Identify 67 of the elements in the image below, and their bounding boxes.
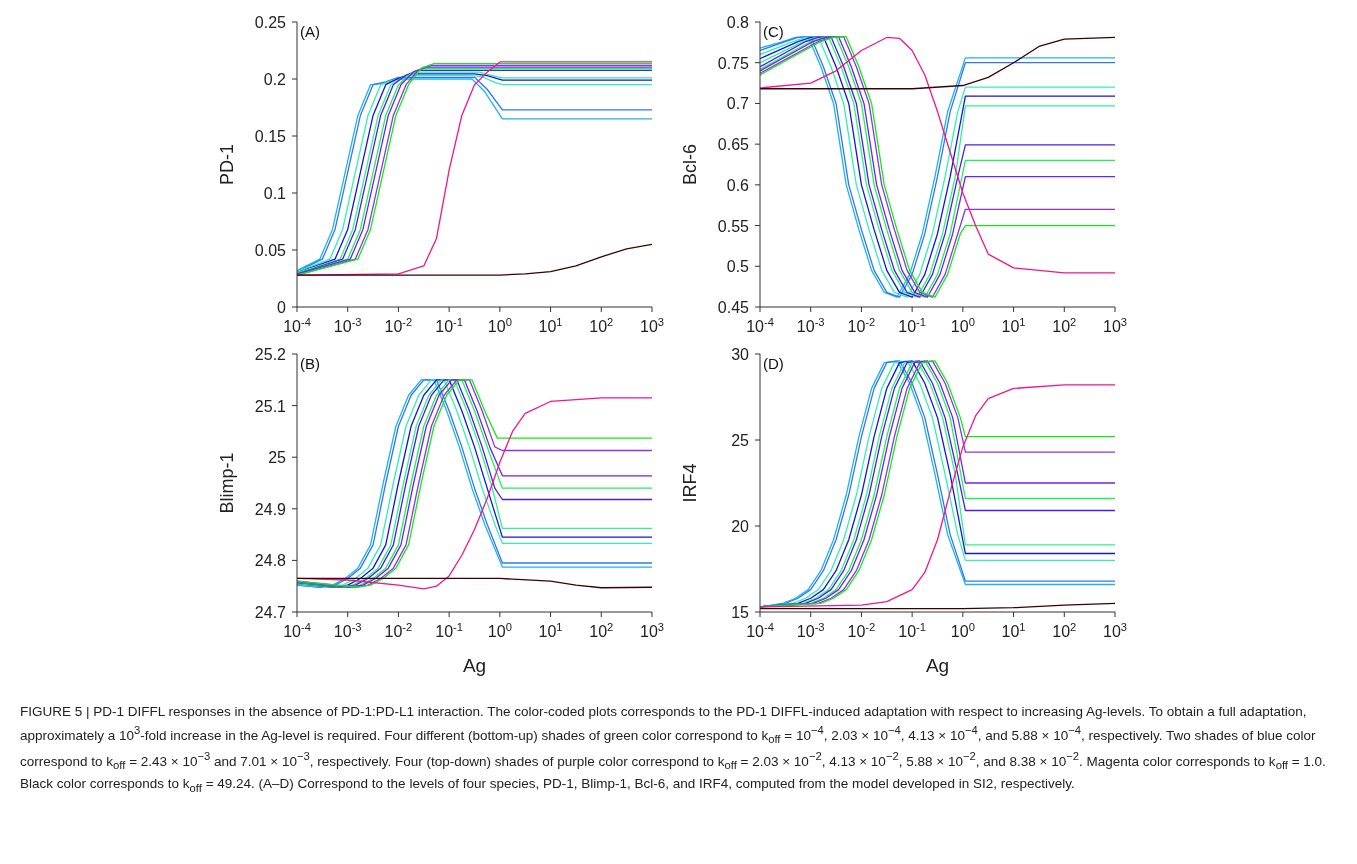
x-tick-label: 10$^{-3}$ xyxy=(333,316,362,335)
y-tick-label: 0.7 xyxy=(726,95,750,113)
y-tick-label: 0.45 xyxy=(717,299,750,316)
y-tick-label: 25.1 xyxy=(254,397,287,415)
y-axis-title: Bcl-6 xyxy=(680,143,701,186)
x-tick-label: 10$^{-1}$ xyxy=(898,316,927,335)
y-tick-label: 0.65 xyxy=(717,136,750,154)
x-tick-label: 10$^{-1}$ xyxy=(435,316,464,335)
x-tick-label: 10$^{3}$ xyxy=(1102,621,1128,640)
x-tick-label: 10$^{-1}$ xyxy=(898,621,927,640)
x-axis-title: Ag xyxy=(925,655,950,676)
x-tick-label: 10$^{-2}$ xyxy=(847,316,876,335)
y-tick-label: 0.55 xyxy=(717,217,750,235)
x-tick-label: 10$^{-2}$ xyxy=(384,316,413,335)
x-tick-label: 10$^{2}$ xyxy=(589,621,614,640)
y-tick-label: 25 xyxy=(731,432,750,449)
x-tick-label: 10$^{0}$ xyxy=(950,621,975,640)
x-tick-label: 10$^{-3}$ xyxy=(796,621,825,640)
y-axis-title: IRF4 xyxy=(680,463,701,503)
x-tick-label: 10$^{1}$ xyxy=(1001,621,1026,640)
y-tick-label: 0.05 xyxy=(254,242,287,259)
y-axis-title: Blimp-1 xyxy=(217,452,238,514)
x-tick-label: 10$^{2}$ xyxy=(589,316,614,335)
x-axis-title: Ag xyxy=(462,655,487,676)
x-tick-label: 10$^{1}$ xyxy=(538,316,563,335)
y-tick-label: 24.9 xyxy=(254,500,287,518)
chart-title: (C) xyxy=(763,23,784,40)
x-tick-label: 10$^{-3}$ xyxy=(333,621,362,640)
y-tick-label: 24.8 xyxy=(254,552,287,570)
x-tick-label: 10$^{3}$ xyxy=(639,316,665,335)
text: FIGURE 5 | PD-1 DIFFL responses in the absence of PD-1:PD-L1 interaction. The color-coded plots corresponds to the PD-1 DIFFL-induced adaptation with respect to increasing Ag-levels. To obtain a full adaptation, approximately a 10$^{3}$-fold increase in the Ag-level is required. Four different (bottom-up) shades of green color correspond to k$_{off}$ = 10$^{−4}$, 2.03 × 10$^{−4}$, 4.13 × 10$^{−4}$, and 5.88 × 10$^{−4}$, respectively. Two shades of blue color correspond to k$_{off}$ = 2.43 × 10$^{−3}$ and 7.01 × 10$^{−3}$, respectively. Four (top-down) shades of purple color correspond to k$_{off}$ = 2.03 × 10$^{−2}$, 4.13 × 10$^{−2}$, 5.88 × 10$^{−2}$, and 8.38 × 10$^{−2}$. Magenta color corresponds to k$_{off}$ = 1.0. Black color corresponds to k$_{off}$ = 49.24. (A–D) Correspond to the levels of four species, PD-1, Blimp-1, Bcl-6, and IRF4, computed from the model developed in SI2, respectively. xyxy=(20,704,1326,795)
x-tick-label: 10$^{3}$ xyxy=(639,621,665,640)
x-tick-label: 10$^{0}$ xyxy=(487,316,512,335)
y-tick-label: 0.15 xyxy=(254,128,287,145)
x-tick-label: 10$^{2}$ xyxy=(1052,621,1077,640)
y-tick-label: 24.7 xyxy=(254,604,287,621)
y-tick-label: 0 xyxy=(277,299,287,316)
x-tick-label: 10$^{-4}$ xyxy=(746,316,774,335)
y-axis-title: PD-1 xyxy=(217,143,238,186)
x-tick-label: 10$^{0}$ xyxy=(487,621,512,640)
x-tick-label: 10$^{3}$ xyxy=(1102,316,1128,335)
y-tick-label: 0.5 xyxy=(726,258,750,276)
chart-title: (D) xyxy=(763,355,784,372)
y-tick-label: 20 xyxy=(731,518,750,535)
x-tick-label: 10$^{-3}$ xyxy=(796,316,825,335)
x-tick-label: 10$^{-4}$ xyxy=(283,621,311,640)
y-tick-label: 0.75 xyxy=(717,54,750,72)
y-tick-label: 0.1 xyxy=(263,185,287,202)
x-tick-label: 10$^{2}$ xyxy=(1052,316,1077,335)
x-tick-label: 10$^{-4}$ xyxy=(283,316,311,335)
x-tick-label: 10$^{-1}$ xyxy=(435,621,464,640)
y-tick-label: 30 xyxy=(731,346,750,363)
chart-title: (A) xyxy=(300,23,320,40)
y-tick-label: 0.8 xyxy=(726,14,750,31)
y-tick-label: 25 xyxy=(268,449,287,467)
x-tick-label: 10$^{1}$ xyxy=(538,621,563,640)
x-tick-label: 10$^{-2}$ xyxy=(847,621,876,640)
x-tick-label: 10$^{1}$ xyxy=(1001,316,1026,335)
y-tick-label: 0.2 xyxy=(263,71,287,88)
x-tick-label: 10$^{-4}$ xyxy=(746,621,774,640)
chart-title: (B) xyxy=(300,355,320,372)
y-tick-label: 25.2 xyxy=(254,346,287,363)
y-tick-label: 0.6 xyxy=(726,176,750,194)
y-tick-label: 0.25 xyxy=(254,14,287,31)
x-tick-label: 10$^{0}$ xyxy=(950,316,975,335)
y-tick-label: 15 xyxy=(731,604,750,621)
x-tick-label: 10$^{-2}$ xyxy=(384,621,413,640)
